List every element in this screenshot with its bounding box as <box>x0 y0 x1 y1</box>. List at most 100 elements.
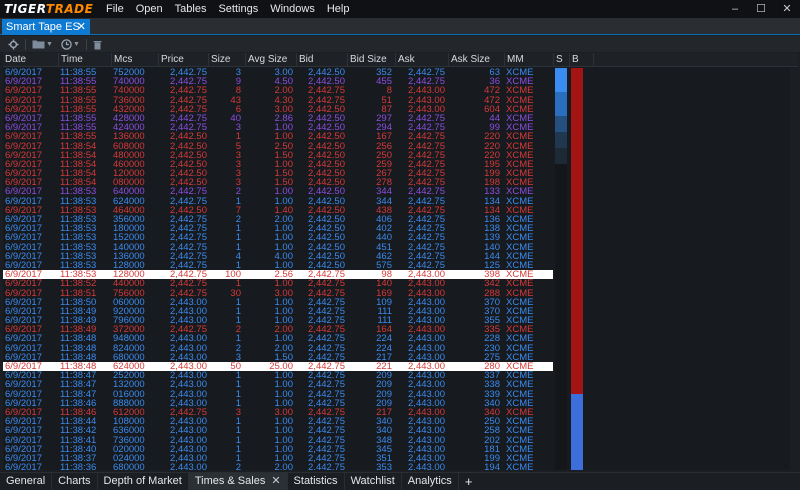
table-row[interactable]: 6/9/2017 11:38:44 108000 2,443.00 1 1.00 2,442… <box>3 417 553 427</box>
table-row[interactable]: 6/9/2017 11:38:49 372000 2,442.75 2 2.00 2,442… <box>3 325 553 335</box>
table-row[interactable]: 6/9/2017 11:38:55 428000 2,442.75 40 2.86 2,44… <box>3 112 553 124</box>
table-row[interactable]: 6/9/2017 11:38:53 128000 2,442.75 1 1.00 2,442… <box>3 261 553 271</box>
cell-avg-size: 4.30 <box>274 94 294 106</box>
col-bid-size-header[interactable]: Bid Size <box>347 53 395 67</box>
table-row[interactable]: 6/9/2017 11:38:54 608000 2,442.50 5 2.50 2,442… <box>3 141 553 151</box>
table-row[interactable]: 6/9/2017 11:38:48 948000 2,443.00 1 1.00 2,442… <box>3 334 553 344</box>
menu-open[interactable]: Open <box>135 3 163 15</box>
table-row[interactable]: 6/9/2017 11:38:47 016000 2,443.00 1 1.00 2,442… <box>3 388 553 400</box>
close-window-button[interactable]: ✕ <box>782 3 792 15</box>
cell-bid: 2,442.75 <box>308 388 345 400</box>
table-row[interactable]: 6/9/2017 11:38:48 824000 2,443.00 2 2.00 2,442… <box>3 342 553 354</box>
col-b-header[interactable]: B <box>569 53 593 67</box>
table-row[interactable]: 6/9/2017 11:38:46 612000 2,442.75 3 3.00 2,442… <box>3 408 553 418</box>
table-row[interactable]: 6/9/2017 11:38:53 624000 2,442.75 1 1.00 2,442… <box>3 196 553 206</box>
menu-help[interactable]: Help <box>326 3 350 15</box>
table-row[interactable]: 6/9/2017 11:38:54 480000 2,442.50 3 1.50 2,442… <box>3 150 553 160</box>
cell-time: 11:38:55 <box>60 67 97 78</box>
table-row[interactable]: 6/9/2017 11:38:53 152000 2,442.75 1 1.00 2,442… <box>3 232 553 244</box>
table-row[interactable]: 6/9/2017 11:38:53 464000 2,442.50 7 1.40 2,442… <box>3 205 553 215</box>
table-row[interactable]: 6/9/2017 11:38:50 060000 2,443.00 1 1.00 2,442… <box>3 297 553 307</box>
cell-price: 2,442.75 <box>170 94 207 106</box>
col-s-header[interactable]: S <box>553 53 569 67</box>
col-ask-size-header[interactable]: Ask Size <box>448 53 504 67</box>
cell-ask-size: 604 <box>484 103 500 115</box>
table-row[interactable]: 6/9/2017 11:38:54 460000 2,442.50 3 1.00 2,442… <box>3 158 553 170</box>
cell-size: 50 <box>230 361 241 372</box>
gear-icon[interactable] <box>4 36 23 52</box>
table-row[interactable]: 6/9/2017 11:38:37 024000 2,443.00 1 1.00 2,442… <box>3 454 553 464</box>
clock-icon[interactable]: ▼ <box>57 36 84 52</box>
tab-depth-of-market[interactable]: Depth of Market <box>98 473 189 490</box>
col-bid-header[interactable]: Bid <box>296 53 347 67</box>
col-price-header[interactable]: Price <box>158 53 208 67</box>
menu-tables[interactable]: Tables <box>174 3 207 15</box>
col-avg-size-header[interactable]: Avg Size <box>245 53 296 67</box>
table-row[interactable]: 6/9/2017 11:38:48 680000 2,443.00 3 1.50 2,442… <box>3 352 553 362</box>
tab-smart-tape-es[interactable]: Smart Tape ES ✕ <box>2 19 90 35</box>
close-icon[interactable]: ✕ <box>271 475 281 487</box>
cell-date: 6/9/2017 <box>5 462 42 470</box>
table-row[interactable]: 6/9/2017 11:38:54 120000 2,442.50 3 1.50 2,442… <box>3 169 553 179</box>
maximize-button[interactable]: ☐ <box>756 3 766 15</box>
minimize-button[interactable]: – <box>731 3 739 15</box>
table-row[interactable]: 6/9/2017 11:38:47 252000 2,443.00 1 1.00 2,442… <box>3 370 553 382</box>
cell-price: 2,442.75 <box>170 67 207 78</box>
col-mcs-header[interactable]: Mcs <box>111 53 158 67</box>
table-row[interactable]: 6/9/2017 11:38:55 740000 2,442.75 8 2.00 2,442… <box>3 86 553 96</box>
table-row[interactable]: 6/9/2017 11:38:55 424000 2,442.75 3 1.00 2,442… <box>3 123 553 133</box>
menu-settings[interactable]: Settings <box>218 3 259 15</box>
table-row[interactable]: 6/9/2017 11:38:41 736000 2,443.00 1 1.00 2,442… <box>3 435 553 445</box>
col-date-header[interactable]: Date <box>5 54 27 65</box>
cell-bid-size: 87 <box>381 103 392 115</box>
col-mm-header[interactable]: MM <box>504 53 553 67</box>
cell-size: 3 <box>235 158 241 170</box>
table-row[interactable]: 6/9/2017 11:38:36 680000 2,443.00 2 2.00 2,442… <box>3 463 553 470</box>
table-row[interactable]: 6/9/2017 11:38:55 740000 2,442.75 9 4.50 2,442… <box>3 77 553 87</box>
cell-ask: 2,443.00 <box>408 370 445 382</box>
table-row[interactable]: 6/9/2017 11:38:52 440000 2,442.75 1 1.00 2,442… <box>3 279 553 289</box>
tab-charts[interactable]: Charts <box>52 473 98 490</box>
tab-times-and-sales[interactable]: Times & Sales ✕ <box>188 473 288 490</box>
table-row[interactable]: 6/9/2017 11:38:53 180000 2,442.75 1 1.00 2,442… <box>3 224 553 234</box>
cell-mm: XCME <box>506 158 534 170</box>
table-row[interactable]: 6/9/2017 11:38:54 080000 2,442.50 3 1.50 2,442… <box>3 178 553 188</box>
table-row[interactable]: 6/9/2017 11:38:49 920000 2,443.00 1 1.00 2,442… <box>3 305 553 317</box>
tab-analytics[interactable]: Analytics <box>402 473 459 490</box>
table-row[interactable]: 6/9/2017 11:38:48 624000 2,443.00 50 25.00 2,4… <box>3 362 553 371</box>
cell-mcs: 428000 <box>113 112 145 124</box>
table-row[interactable]: 6/9/2017 11:38:40 020000 2,443.00 1 1.00 2,442… <box>3 444 553 454</box>
tab-general[interactable]: General <box>0 473 53 490</box>
table-row[interactable]: 6/9/2017 11:38:55 736000 2,442.75 43 4.30 2,44… <box>3 94 553 106</box>
col-time-header[interactable]: Time <box>58 53 111 67</box>
menu-file[interactable]: File <box>106 3 124 15</box>
tab-close-button[interactable]: ✕ <box>76 21 86 33</box>
col-ask-header[interactable]: Ask <box>395 53 448 67</box>
table-row[interactable]: 6/9/2017 11:38:49 796000 2,443.00 1 1.00 2,442… <box>3 315 553 327</box>
cell-bid-size: 167 <box>376 131 392 143</box>
table-row[interactable]: 6/9/2017 11:38:53 640000 2,442.75 2 1.00 2,442… <box>3 187 553 197</box>
table-row[interactable]: 6/9/2017 11:38:53 356000 2,442.75 2 2.00 2,442… <box>3 215 553 225</box>
vertical-scrollbar[interactable] <box>790 68 798 470</box>
add-tab-button[interactable]: + <box>464 474 473 489</box>
trash-icon[interactable] <box>89 36 106 52</box>
table-row[interactable]: 6/9/2017 11:38:55 136000 2,442.50 1 1.00 2,442… <box>3 131 553 143</box>
table-row[interactable]: 6/9/2017 11:38:53 140000 2,442.75 1 1.00 2,442… <box>3 242 553 252</box>
table-row[interactable]: 6/9/2017 11:38:51 756000 2,442.75 30 3.00 2,44… <box>3 288 553 298</box>
table-row[interactable]: 6/9/2017 11:38:47 132000 2,443.00 1 1.00 2,442… <box>3 380 553 390</box>
folder-icon[interactable]: ▼ <box>28 36 57 52</box>
table-row[interactable]: 6/9/2017 11:38:55 432000 2,442.75 6 3.00 2,442… <box>3 103 553 115</box>
table-row[interactable]: 6/9/2017 11:38:46 888000 2,443.00 1 1.00 2,442… <box>3 398 553 408</box>
cell-avg-size: 1.00 <box>274 232 294 244</box>
cell-time: 11:38:48 <box>60 342 97 354</box>
table-row[interactable]: 6/9/2017 11:38:55 752000 2,442.75 3 3.00 2,442… <box>3 67 553 78</box>
cell-ask-size: 370 <box>484 305 500 317</box>
table-row[interactable]: 6/9/2017 11:38:42 636000 2,443.00 1 1.00 2,442… <box>3 426 553 436</box>
menu-windows[interactable]: Windows <box>270 3 315 15</box>
table-row[interactable]: 6/9/2017 11:38:53 136000 2,442.75 4 4.00 2,442… <box>3 251 553 261</box>
tab-watchlist[interactable]: Watchlist <box>345 473 402 490</box>
tab-statistics[interactable]: Statistics <box>288 473 345 490</box>
col-size-header[interactable]: Size <box>208 53 245 67</box>
table-row[interactable]: 6/9/2017 11:38:53 128000 2,442.75 100 2.56 2,4… <box>3 270 553 279</box>
cell-ask-size: 355 <box>484 315 500 327</box>
